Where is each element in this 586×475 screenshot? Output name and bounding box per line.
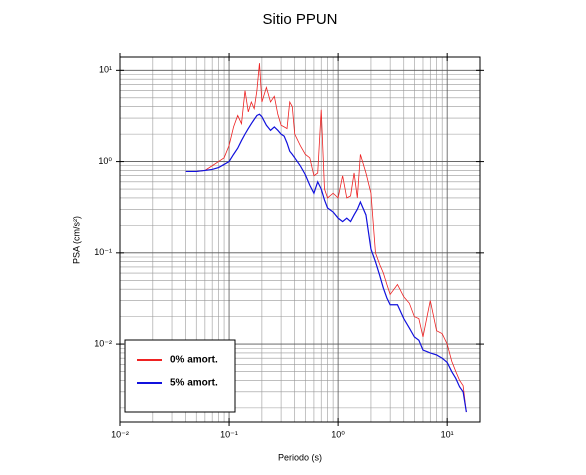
chart-title: Sitio PPUN xyxy=(262,11,337,28)
series-line xyxy=(185,113,467,413)
x-tick-label: 10⁻¹ xyxy=(220,429,238,439)
y-axis-label: PSA (cm/s²) xyxy=(71,216,81,264)
y-tick-label: 10⁰ xyxy=(98,156,112,166)
x-tick-label: 10⁻² xyxy=(111,429,129,439)
y-tick-label: 10⁻¹ xyxy=(94,247,112,257)
x-tick-label: 10¹ xyxy=(441,429,454,439)
legend-label: 0% amort. xyxy=(170,355,218,366)
series-line xyxy=(185,63,467,413)
x-tick-label: 10⁰ xyxy=(331,429,345,439)
x-axis-label: Periodo (s) xyxy=(278,452,322,462)
y-tick-label: 10⁻² xyxy=(94,338,112,348)
legend-box xyxy=(124,339,236,413)
y-tick-label: 10¹ xyxy=(99,65,112,75)
plot-frame xyxy=(119,56,481,423)
legend-label: 5% amort. xyxy=(170,378,218,389)
